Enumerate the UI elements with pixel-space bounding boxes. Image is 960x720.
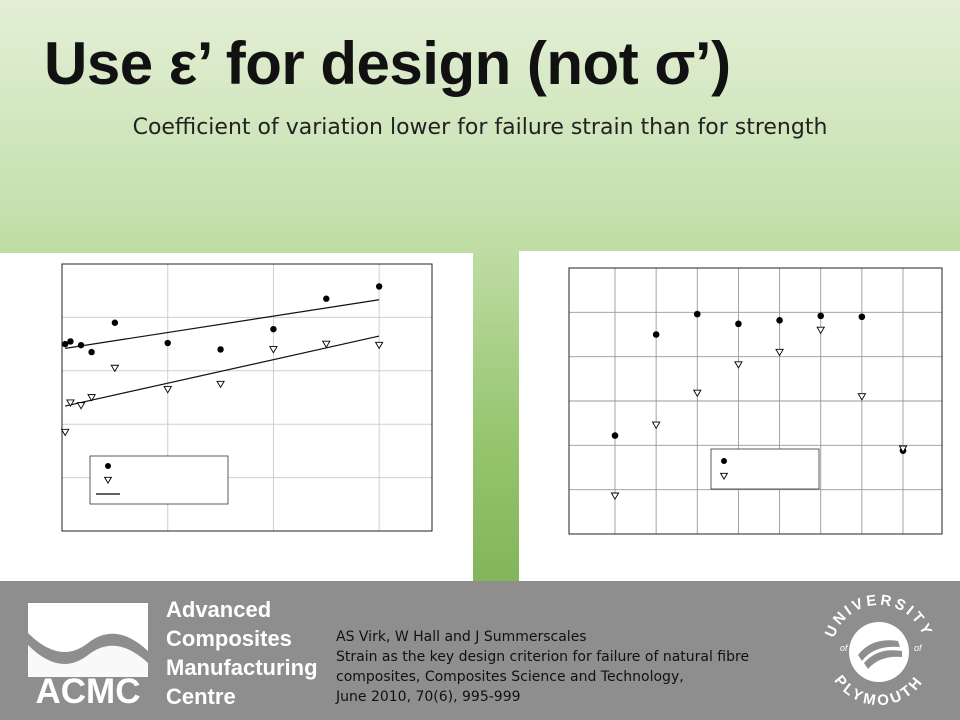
strength-point	[375, 283, 383, 290]
chart-fibre-diameter	[568, 267, 943, 535]
strength-point	[164, 339, 171, 347]
fracture-strain-point	[60, 428, 70, 437]
strength-cov-point	[611, 432, 619, 439]
citation-authors: AS Virk, W Hall and J Summerscales	[336, 629, 587, 645]
citation-date: June 2010, 70(6), 995-999	[336, 689, 521, 705]
citation-journal: composites, Composites Science and Techn…	[336, 669, 684, 685]
strength-cov-point	[776, 317, 783, 324]
strength-cov-point	[652, 331, 660, 338]
citation-title: Strain as the key design criterion for f…	[336, 649, 750, 665]
strain-cov-point	[692, 389, 702, 398]
strain-cov-point	[898, 445, 908, 454]
strength-point	[111, 319, 119, 326]
fracture-strain-point	[66, 399, 75, 407]
acmc-initials: ACMC	[36, 672, 141, 709]
citation: AS Virk, W Hall and J Summerscales Strai…	[336, 627, 806, 707]
strength-point	[323, 295, 330, 302]
acmc-logo: ACMC	[28, 603, 148, 709]
strength-cov-point	[858, 313, 866, 321]
chart-panel-fibre-length	[0, 253, 473, 581]
slide-title: Use ε’ for design (not σ’)	[44, 30, 731, 97]
acmc-word-3: Manufacturing	[166, 655, 318, 680]
strength-point	[77, 341, 85, 349]
plot-frame	[568, 267, 943, 535]
seal-emblem-disc	[849, 622, 909, 682]
legend-box	[710, 448, 820, 490]
footer-bar: ACMC Advanced Composites Manufacturing C…	[0, 581, 960, 720]
legend-strain-cov-marker	[719, 472, 729, 480]
fracture-strain-point	[269, 346, 278, 354]
legend-box	[89, 455, 229, 505]
slide-subtitle: Coefficient of variation lower for failu…	[132, 115, 828, 140]
legend-strength-marker	[105, 463, 111, 469]
seal-of-text: of	[840, 643, 849, 653]
strain-cov-point	[651, 421, 661, 430]
fracture-strain-point	[216, 380, 225, 389]
strain-cov-point	[610, 492, 620, 501]
fracture-strain-point	[110, 364, 120, 373]
strength-cov-point	[693, 310, 701, 318]
fracture-strain-point	[87, 394, 96, 402]
acmc-word-1: Advanced	[166, 597, 272, 622]
legend-strain-marker	[103, 476, 113, 484]
strain-cov-point	[734, 361, 743, 369]
chart-fibre-length	[60, 263, 433, 532]
chart-panel-fibre-diameter	[519, 251, 960, 581]
legend-strength-cov-marker	[721, 458, 727, 464]
acmc-word-4: Centre	[166, 684, 236, 709]
strength-point	[88, 348, 95, 356]
strength-cov-point	[735, 320, 742, 328]
strength-point	[61, 340, 69, 348]
strain-cov-point	[816, 326, 826, 335]
fracture-strain-point	[321, 340, 331, 349]
strength-point	[217, 346, 224, 353]
trendline	[65, 299, 380, 349]
strain-cov-point	[857, 393, 867, 401]
strain-cov-point	[775, 348, 784, 357]
trendline	[65, 335, 380, 407]
fracture-strain-point	[163, 386, 173, 394]
strength-point	[270, 325, 277, 333]
acmc-word-2: Composites	[166, 626, 292, 651]
fracture-strain-point	[374, 341, 384, 350]
plot-frame	[61, 263, 433, 532]
strength-cov-point	[817, 312, 825, 320]
university-of-plymouth-seal: UNIVERSITY PLYMOUTH of of	[822, 592, 934, 710]
fracture-strain-point	[76, 402, 86, 410]
strength-point	[67, 338, 74, 345]
seal-of-text-right: of	[914, 643, 923, 653]
